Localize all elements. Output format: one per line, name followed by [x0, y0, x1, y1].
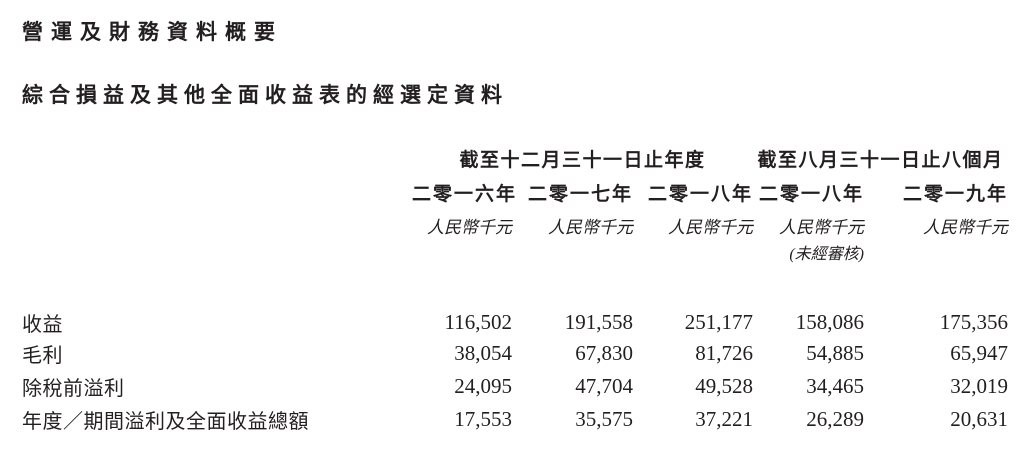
column-year-2017: 二零一七年 — [527, 184, 633, 205]
empty-cell — [22, 238, 412, 268]
cell-value: 32,019 — [950, 374, 1009, 398]
cell-value: 49,528 — [695, 374, 754, 398]
column-group-eight-months-ended-august: 截至八月三十一日止八個月 — [757, 150, 1004, 171]
table-row-gross-profit: 毛利 38,054 67,830 81,726 54,885 65,947 — [22, 337, 1008, 370]
unit-label: 人民幣千元 — [779, 218, 865, 237]
cell-value: 158,086 — [795, 310, 865, 334]
row-label: 毛利 — [22, 345, 63, 367]
cell-value: 34,465 — [806, 374, 865, 398]
cell-value: 26,289 — [806, 407, 865, 431]
section-title: 綜合損益及其他全面收益表的經選定資料 — [22, 84, 508, 107]
empty-cell — [512, 238, 633, 268]
column-year-2019-interim: 二零一九年 — [903, 184, 1009, 205]
unaudited-note: (未經審核) — [789, 246, 865, 263]
unit-label: 人民幣千元 — [548, 218, 633, 237]
empty-cell — [22, 206, 412, 238]
cell-value: 81,726 — [695, 341, 754, 365]
cell-value: 191,558 — [564, 310, 633, 334]
cell-value: 37,221 — [695, 407, 754, 431]
table-row-revenue: 收益 116,502 191,558 251,177 158,086 175,3… — [22, 268, 1008, 337]
cell-value: 67,830 — [575, 341, 633, 365]
unit-label: 人民幣千元 — [923, 218, 1009, 237]
unit-label: 人民幣千元 — [427, 218, 512, 237]
column-year-2018: 二零一八年 — [648, 184, 754, 205]
currency-unit-row: 人民幣千元 人民幣千元 人民幣千元 人民幣千元 人民幣千元 — [22, 206, 1008, 238]
unit-label: 人民幣千元 — [668, 218, 754, 237]
unaudited-note-row: (未經審核) — [22, 238, 1008, 268]
cell-value: 20,631 — [950, 407, 1009, 431]
empty-cell — [412, 238, 512, 268]
empty-cell — [22, 145, 412, 172]
cell-value: 47,704 — [575, 374, 633, 398]
row-label: 年度／期間溢利及全面收益總額 — [22, 411, 309, 433]
cell-value: 251,177 — [684, 310, 754, 334]
cell-value: 17,553 — [454, 407, 512, 431]
empty-cell — [864, 238, 1008, 268]
cell-value: 65,947 — [950, 341, 1009, 365]
cell-value: 35,575 — [575, 407, 633, 431]
page-title: 營運及財務資料概要 — [22, 21, 283, 44]
financial-summary-table: 截至十二月三十一日止年度 截至八月三十一日止八個月 二零一六年 二零一七年 二零… — [22, 145, 1008, 436]
empty-cell — [22, 172, 412, 206]
column-year-2018-interim: 二零一八年 — [759, 184, 865, 205]
table-row-total-comprehensive-income: 年度／期間溢利及全面收益總額 17,553 35,575 37,221 26,2… — [22, 403, 1008, 436]
row-label: 收益 — [22, 314, 63, 336]
year-header-row: 二零一六年 二零一七年 二零一八年 二零一八年 二零一九年 — [22, 172, 1008, 206]
cell-value: 54,885 — [806, 341, 865, 365]
cell-value: 175,356 — [939, 310, 1009, 334]
cell-value: 38,054 — [454, 341, 512, 365]
table-row-profit-before-tax: 除稅前溢利 24,095 47,704 49,528 34,465 32,019 — [22, 370, 1008, 403]
row-label: 除稅前溢利 — [22, 378, 125, 400]
cell-value: 24,095 — [454, 374, 512, 398]
column-group-header-row: 截至十二月三十一日止年度 截至八月三十一日止八個月 — [22, 145, 1008, 172]
column-group-year-ended-december: 截至十二月三十一日止年度 — [459, 150, 706, 171]
cell-value: 116,502 — [444, 310, 512, 334]
column-year-2016: 二零一六年 — [412, 184, 518, 205]
empty-cell — [633, 238, 753, 268]
